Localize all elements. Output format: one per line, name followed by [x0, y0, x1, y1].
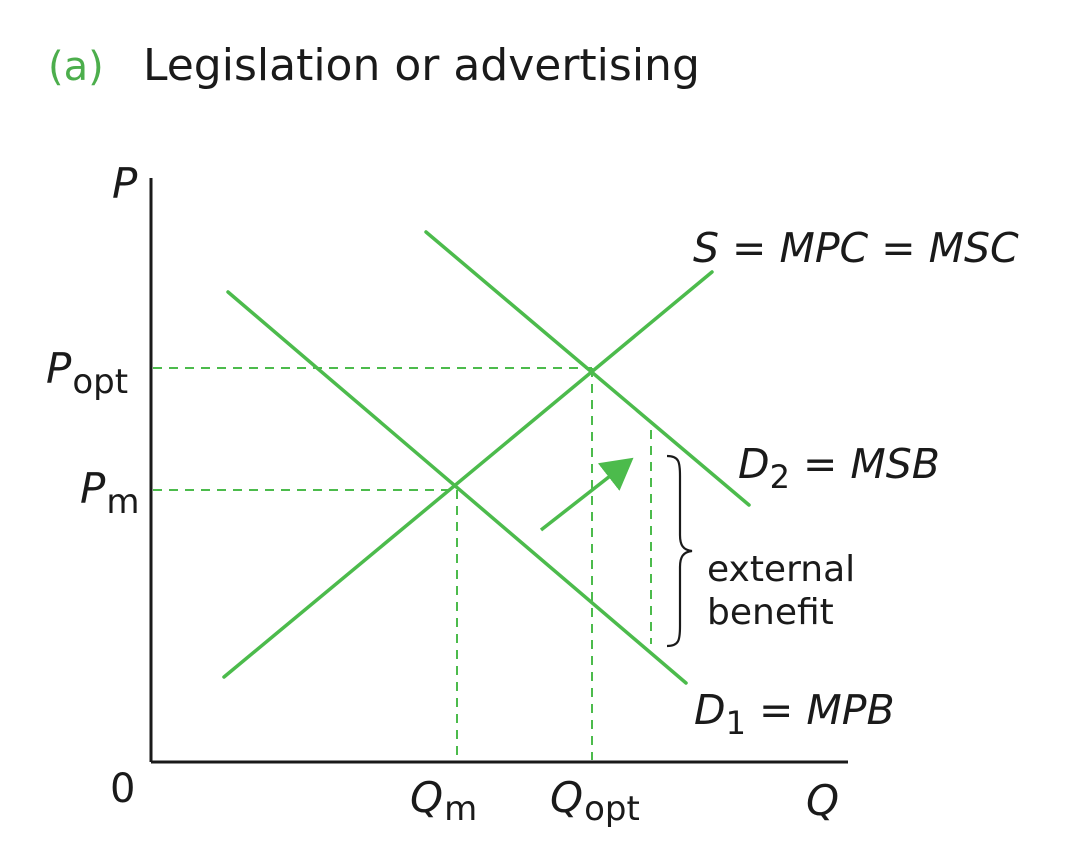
- q-m-label: Qm: [410, 773, 477, 829]
- demand-curve-d1: [226, 290, 688, 685]
- supply-label: S = MPC = MSC: [693, 224, 1019, 272]
- external-benefit-brace: [666, 454, 693, 648]
- d1-label: D1 = MPB: [694, 686, 895, 742]
- demand-curve-d2: [424, 230, 751, 507]
- demand-shift-arrow: [539, 457, 634, 532]
- panel-tag: (a): [48, 44, 104, 90]
- q-opt-label: Qopt: [550, 773, 640, 829]
- supply-curve: [222, 270, 714, 679]
- external-benefit-label-line1: external: [707, 549, 855, 590]
- panel-title: Legislation or advertising: [143, 40, 700, 91]
- x-axis-label: Q: [806, 776, 839, 825]
- p-m-label: Pm: [80, 464, 139, 522]
- p-opt-label: Popt: [46, 344, 128, 402]
- y-axis-label: P: [112, 159, 138, 208]
- external-benefit-label-line2: benefit: [707, 592, 834, 633]
- d2-label: D2 = MSB: [738, 440, 940, 496]
- origin-label: 0: [110, 766, 135, 812]
